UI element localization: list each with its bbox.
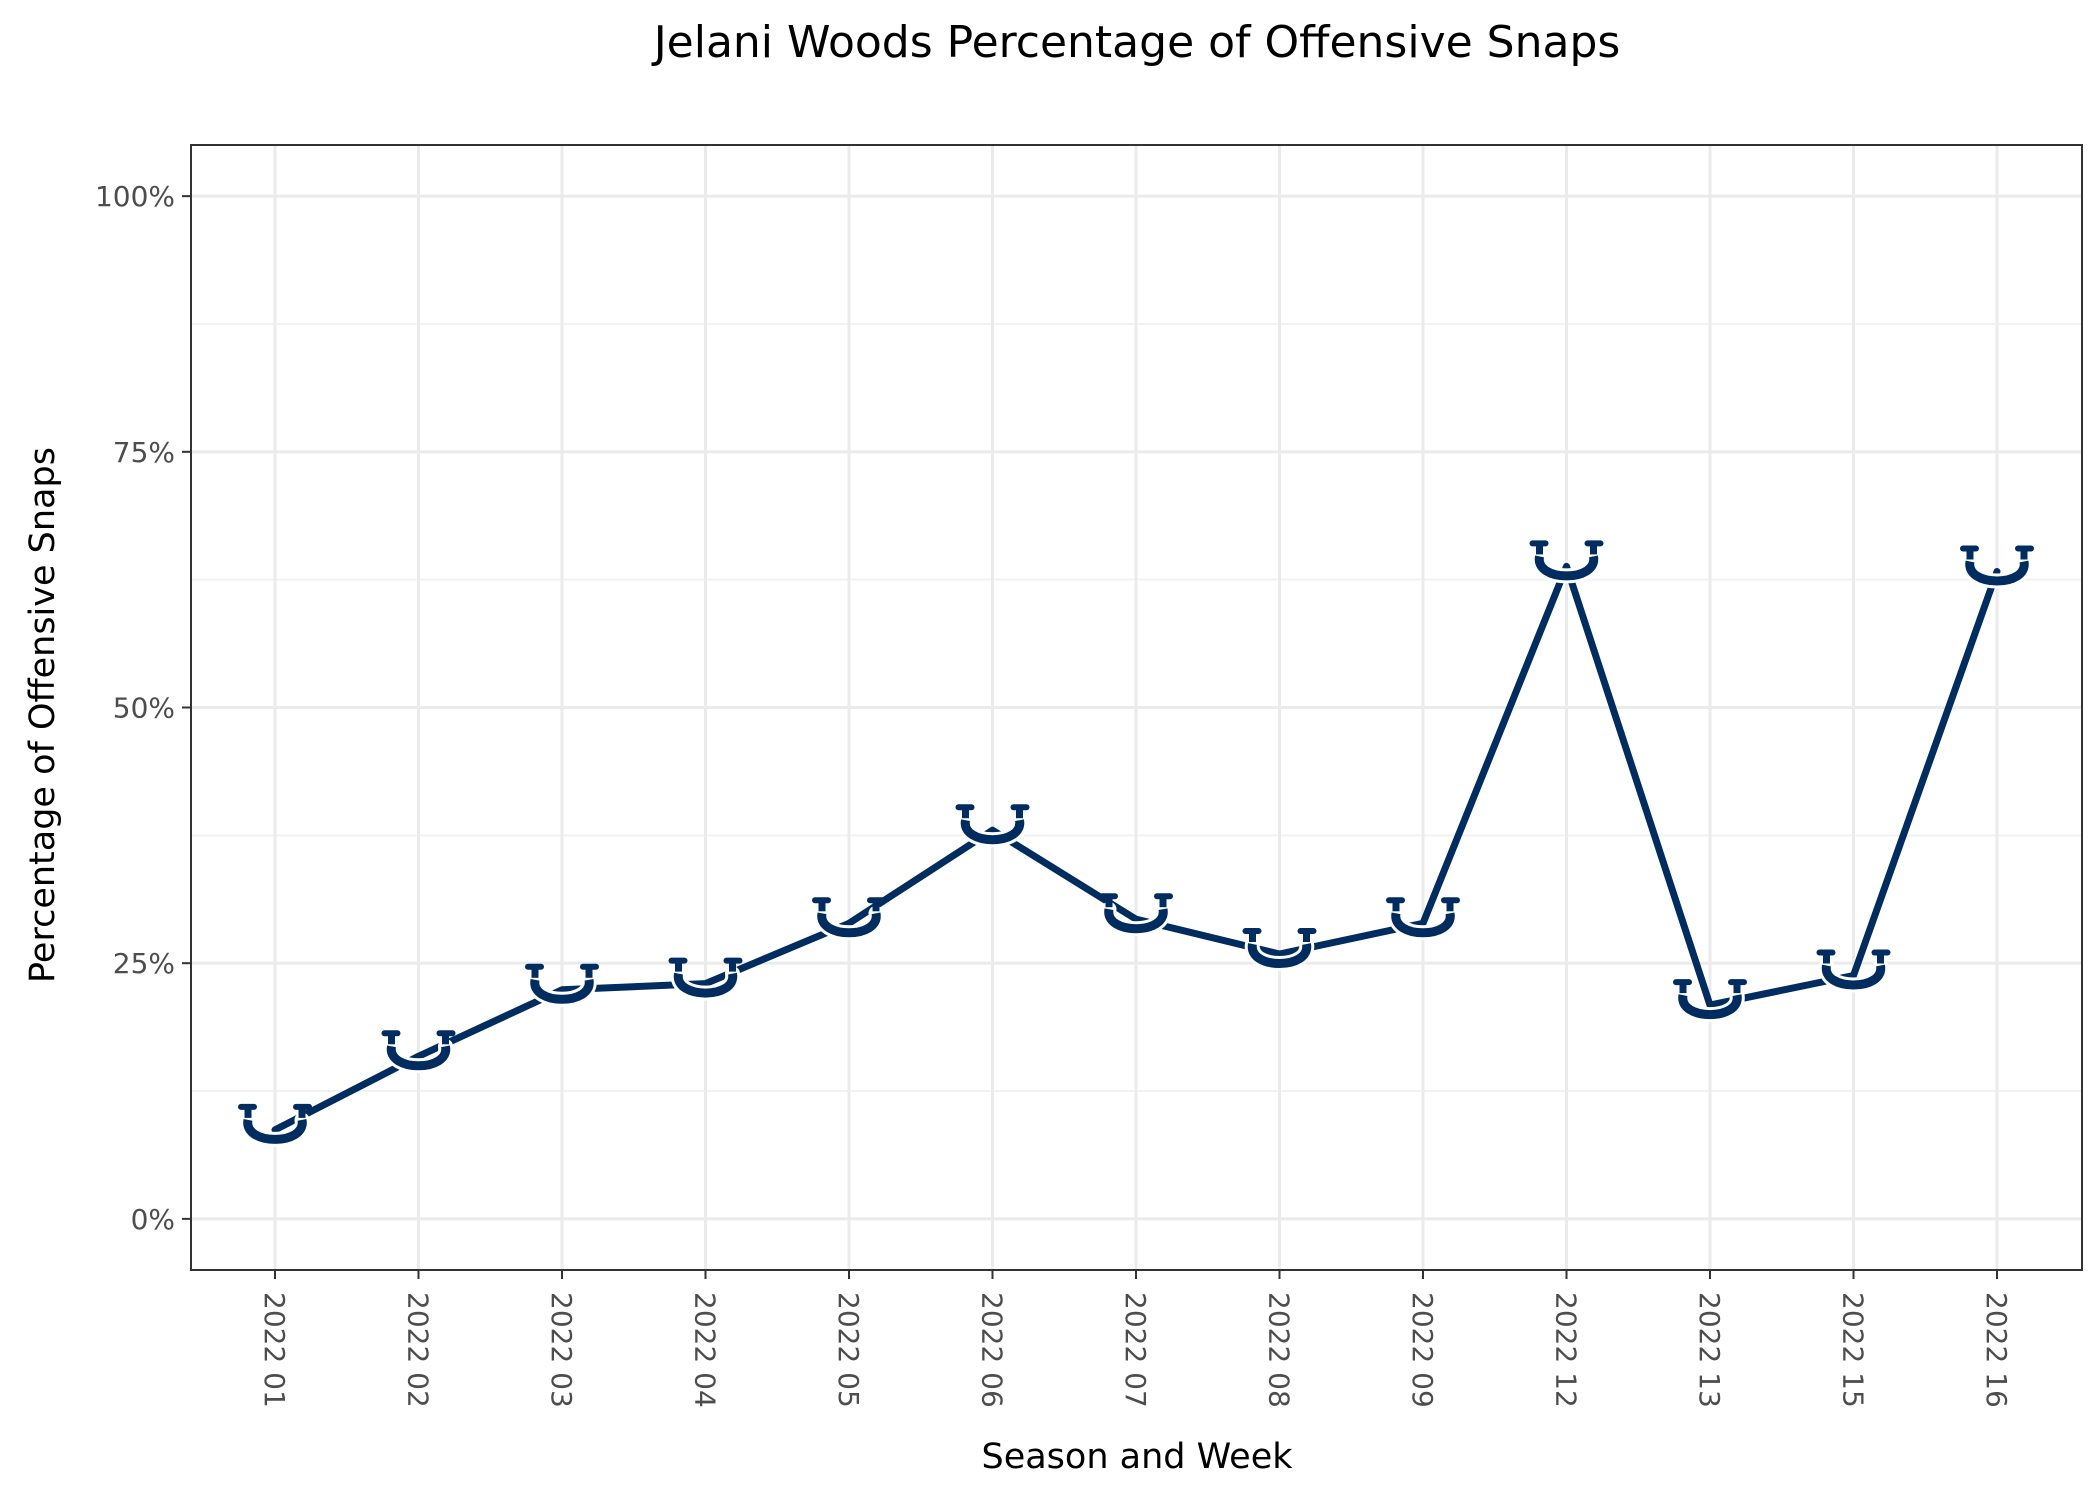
y-tick-label: 100% <box>95 180 175 213</box>
horseshoe-body <box>1391 912 1455 938</box>
x-tick-label: 2022 06 <box>976 1292 1009 1408</box>
horseshoe-icon <box>381 1030 456 1074</box>
horseshoe-body <box>386 1045 451 1071</box>
horseshoe-icon <box>1529 540 1604 584</box>
horseshoe-icon <box>1960 545 2034 589</box>
x-tick-label: 2022 02 <box>402 1292 435 1408</box>
y-tick-label: 50% <box>113 692 175 725</box>
horseshoe-icon <box>668 957 743 1001</box>
x-tick-label: 2022 07 <box>1119 1292 1152 1408</box>
y-axis-title: Percentage of Offensive Snaps <box>23 447 63 983</box>
horseshoe-icon <box>525 963 599 1007</box>
y-tick-label: 75% <box>113 436 175 469</box>
horseshoe-icon <box>1673 979 1747 1022</box>
x-axis: 2022 01 2022 02 2022 03 2022 04 2022 05 2022 … <box>258 1270 2013 1408</box>
horseshoe-icon <box>812 897 886 941</box>
x-tick-label: 2022 01 <box>258 1292 291 1408</box>
x-tick-label: 2022 12 <box>1550 1292 1583 1408</box>
series-layer <box>271 562 2001 1134</box>
x-tick-label: 2022 15 <box>1837 1292 1870 1408</box>
x-axis-title: Season and Week <box>981 1437 1293 1477</box>
horseshoe-body <box>530 978 594 1004</box>
horseshoe-body <box>960 819 1025 845</box>
horseshoe-icon <box>238 1103 312 1147</box>
x-tick-label: 2022 05 <box>832 1292 865 1408</box>
horseshoe-body <box>1678 994 1742 1019</box>
x-tick-label: 2022 09 <box>1406 1292 1439 1408</box>
series-line <box>271 562 2001 1134</box>
horseshoe-icon <box>1242 928 1317 971</box>
horseshoe-body <box>1104 908 1168 934</box>
y-tick-label: 0% <box>131 1203 175 1236</box>
horseshoe-icon <box>1816 949 1891 993</box>
horseshoe-body <box>243 1119 307 1144</box>
x-tick-label: 2022 16 <box>1980 1292 2013 1408</box>
horseshoe-body <box>1965 560 2029 586</box>
horseshoe-body <box>1247 943 1312 968</box>
chart-title: Jelani Woods Percentage of Offensive Sna… <box>651 17 1621 68</box>
horseshoe-body <box>817 912 881 938</box>
x-tick-label: 2022 13 <box>1693 1292 1726 1408</box>
horseshoe-body <box>1534 555 1599 581</box>
horseshoe-body <box>1821 964 1886 990</box>
x-tick-label: 2022 08 <box>1263 1292 1296 1408</box>
horseshoe-icon <box>1099 893 1173 937</box>
marker-layer <box>238 540 2034 1147</box>
y-axis: 0% 25% 50% 75% 100% <box>95 180 191 1236</box>
horseshoe-body <box>673 972 738 998</box>
x-tick-label: 2022 03 <box>545 1292 578 1408</box>
grid-layer <box>191 145 2082 1270</box>
x-tick-label: 2022 04 <box>689 1292 722 1408</box>
horseshoe-icon <box>955 804 1030 848</box>
y-tick-label: 25% <box>113 947 175 980</box>
horseshoe-icon <box>1386 897 1460 941</box>
